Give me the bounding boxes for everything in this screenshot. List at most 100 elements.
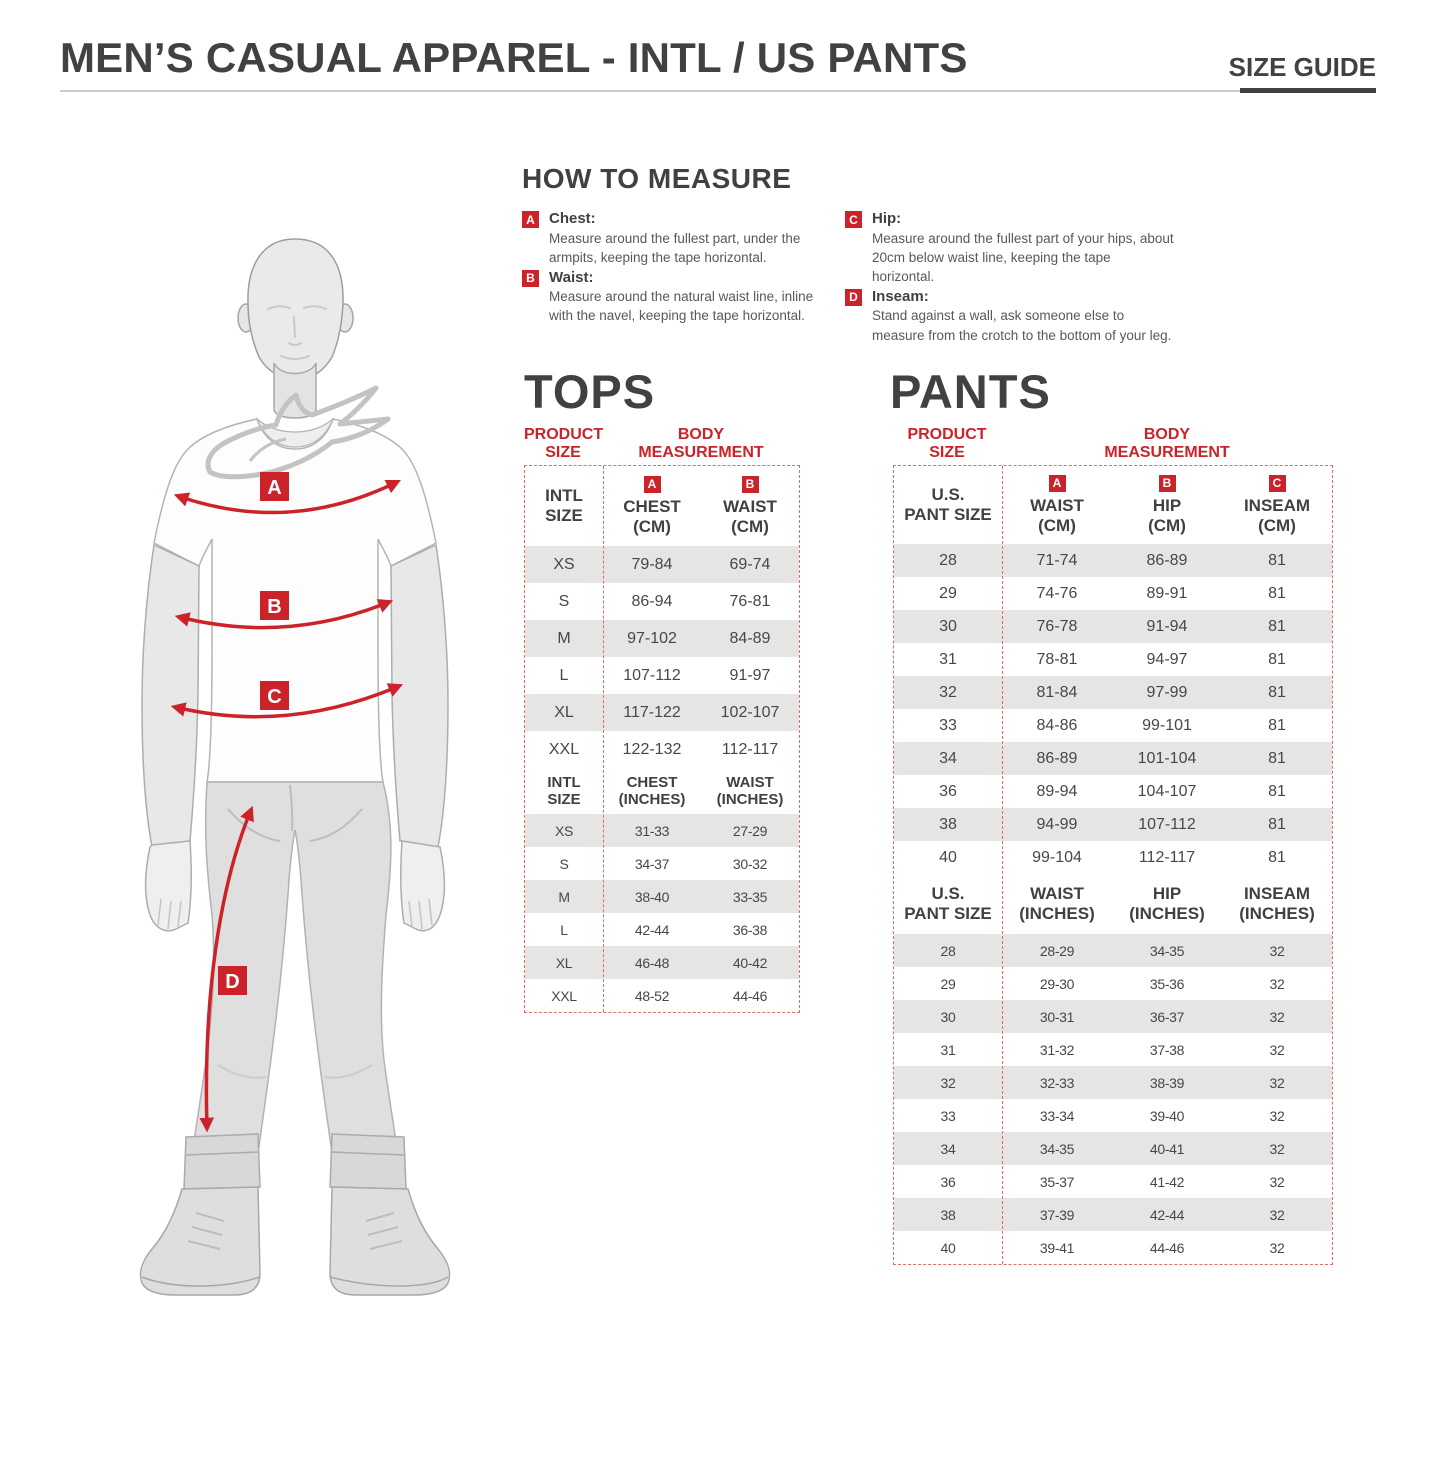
measurement-column-header: WAIST (INCHES) bbox=[1002, 884, 1112, 923]
measure-letter-badge: C bbox=[845, 211, 862, 228]
table-cell: 32-33 bbox=[1039, 1074, 1075, 1091]
table-row: 34 34-35 40-41 32 bbox=[894, 1132, 1332, 1165]
measurement-column-header: B HIP (CM) bbox=[1112, 474, 1222, 535]
column-header-label: CHEST (INCHES) bbox=[618, 773, 686, 808]
table-row: 38 94-99 107-112 81 bbox=[894, 808, 1332, 841]
table-cell: 35-37 bbox=[1039, 1173, 1075, 1190]
table-cell: 104-107 bbox=[1137, 782, 1197, 800]
column-header-label: WAIST (INCHES) bbox=[716, 773, 784, 808]
measurement-column-header: A CHEST (CM) bbox=[603, 475, 701, 536]
measure-letter-badge: C bbox=[1268, 474, 1286, 492]
column-header-label: WAIST (INCHES) bbox=[1019, 884, 1095, 923]
table-cell: 81 bbox=[1268, 650, 1286, 668]
table-cell: 31-32 bbox=[1039, 1041, 1075, 1058]
table-cell: 32 bbox=[1269, 1239, 1285, 1256]
table-row: M 97-102 84-89 bbox=[525, 620, 799, 657]
hip-arrow bbox=[170, 683, 404, 719]
table-row: S 34-37 30-32 bbox=[525, 847, 799, 880]
table-cell: 117-122 bbox=[623, 703, 681, 721]
table-cell: 76-78 bbox=[1036, 617, 1078, 635]
table-cell: 112-117 bbox=[721, 740, 779, 758]
table-cell: 36-38 bbox=[732, 921, 768, 938]
inseam-label-badge: D bbox=[218, 966, 247, 995]
how-to-measure-heading: HOW TO MEASURE bbox=[522, 163, 792, 194]
table-cell: 30 bbox=[940, 1008, 956, 1025]
table-cell: 91-94 bbox=[1146, 617, 1188, 635]
table-row: 40 99-104 112-117 81 bbox=[894, 841, 1332, 874]
table-cell: 89-91 bbox=[1146, 584, 1188, 602]
table-row: 40 39-41 44-46 32 bbox=[894, 1231, 1332, 1264]
measure-item-text: Measure around the fullest part of your … bbox=[872, 230, 1174, 284]
table-cell: 38 bbox=[939, 815, 957, 833]
table-row: XS 31-33 27-29 bbox=[525, 814, 799, 847]
measure-letter-badge: A bbox=[522, 211, 539, 228]
table-cell: L bbox=[559, 666, 569, 684]
table-cell: M bbox=[557, 629, 571, 647]
measure-column-left: A Chest: Measure around the fullest part, … bbox=[522, 209, 822, 327]
measurement-column-header: INSEAM (INCHES) bbox=[1222, 884, 1332, 923]
table-cell: 38-40 bbox=[634, 888, 670, 905]
table-cell: 32 bbox=[1269, 975, 1285, 992]
table-cell: 81 bbox=[1268, 848, 1286, 866]
table-cell: 28 bbox=[940, 942, 956, 959]
table-cell: 32 bbox=[1269, 1008, 1285, 1025]
pants-body-measurement-label: BODY MEASUREMENT bbox=[1104, 426, 1230, 461]
table-cell: 40 bbox=[940, 1239, 956, 1256]
table-cell: S bbox=[559, 855, 569, 872]
table-cell: S bbox=[558, 592, 570, 610]
waist-label-badge: B bbox=[260, 591, 289, 620]
inseam-arrow bbox=[199, 805, 254, 1133]
table-cell: 37-38 bbox=[1149, 1041, 1185, 1058]
table-cell: 99-101 bbox=[1142, 716, 1192, 734]
table-cell: XS bbox=[554, 822, 574, 839]
table-cell: 81 bbox=[1268, 584, 1286, 602]
measure-letter-badge: A bbox=[643, 475, 661, 493]
table-cell: 28-29 bbox=[1039, 942, 1075, 959]
header-divider bbox=[60, 88, 1376, 93]
table-cell: 34 bbox=[939, 749, 957, 767]
table-cell: 101-104 bbox=[1137, 749, 1197, 767]
table-cell: 34-35 bbox=[1149, 942, 1185, 959]
table-cell: 78-81 bbox=[1036, 650, 1078, 668]
table-cell: 122-132 bbox=[622, 740, 682, 758]
measure-letter-badge: B bbox=[1158, 474, 1176, 492]
table-cell: 86-94 bbox=[631, 592, 673, 610]
finger-lines bbox=[157, 898, 433, 930]
table-cell: 32 bbox=[939, 683, 957, 701]
table-cell: 81 bbox=[1268, 716, 1286, 734]
table-cell: 29 bbox=[940, 975, 956, 992]
table-cell: 84-89 bbox=[729, 629, 771, 647]
size-column-header: INTL SIZE bbox=[547, 773, 581, 808]
table-row: 36 35-37 41-42 32 bbox=[894, 1165, 1332, 1198]
table-row: M 38-40 33-35 bbox=[525, 880, 799, 913]
table-row: 34 86-89 101-104 81 bbox=[894, 742, 1332, 775]
table-cell: 94-99 bbox=[1036, 815, 1078, 833]
column-header-label: WAIST (CM) bbox=[1030, 495, 1084, 535]
table-cell: 36 bbox=[939, 782, 957, 800]
pants-size-table: U.S. PANT SIZE A WAIST (CM) B HIP (CM) C INSEA… bbox=[893, 465, 1333, 1265]
table-row: 33 33-34 39-40 32 bbox=[894, 1099, 1332, 1132]
table-cell: 107-112 bbox=[623, 666, 681, 684]
table-cell: 97-102 bbox=[627, 629, 677, 647]
table-cell: 42-44 bbox=[634, 921, 670, 938]
shoes bbox=[139, 1186, 451, 1296]
table-row: 32 81-84 97-99 81 bbox=[894, 676, 1332, 709]
measure-item-title: Chest: bbox=[549, 210, 596, 227]
face-lines bbox=[267, 305, 327, 360]
measure-item-body: Inseam: Stand against a wall, ask someone… bbox=[872, 287, 1175, 345]
tops-table-divider bbox=[603, 466, 604, 1012]
table-row: XXL 48-52 44-46 bbox=[525, 979, 799, 1012]
table-row: 33 84-86 99-101 81 bbox=[894, 709, 1332, 742]
measurement-column-header: A WAIST (CM) bbox=[1002, 474, 1112, 535]
tops-size-table: INTL SIZE A CHEST (CM) B WAIST (CM) XS 79-84 69… bbox=[524, 465, 800, 1013]
left-arm bbox=[141, 543, 200, 932]
table-cell: 94-97 bbox=[1146, 650, 1188, 668]
table-cell: 31 bbox=[939, 650, 957, 668]
table-cell: 38 bbox=[940, 1206, 956, 1223]
table-cell: 91-97 bbox=[729, 666, 771, 684]
table-cell: 44-46 bbox=[1149, 1239, 1185, 1256]
table-cell: 81 bbox=[1268, 749, 1286, 767]
measure-item: A Chest: Measure around the fullest part, … bbox=[522, 209, 822, 267]
size-column-header: INTL SIZE bbox=[545, 486, 583, 525]
table-row: XL 46-48 40-42 bbox=[525, 946, 799, 979]
